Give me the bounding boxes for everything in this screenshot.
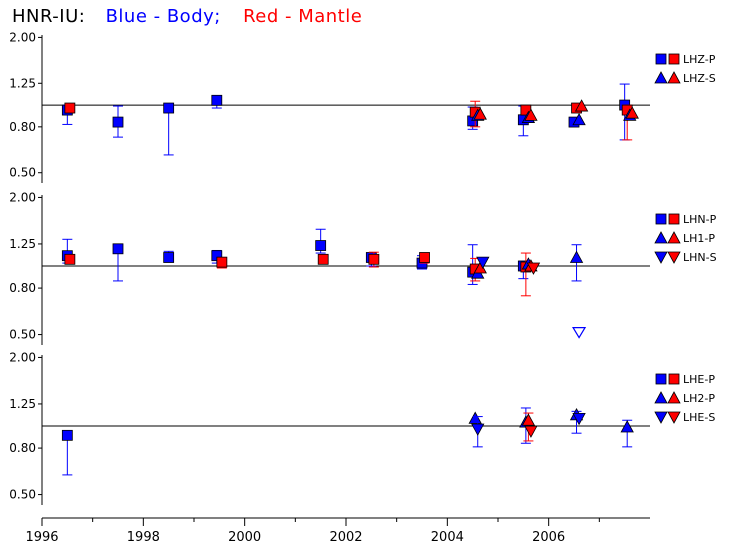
- legend-red-marker: [668, 53, 680, 65]
- data-point-triangle-up: [473, 107, 487, 120]
- data-point-square: [216, 256, 228, 268]
- legend-red-marker: [667, 391, 681, 404]
- x-tick-label: 1998: [127, 530, 160, 545]
- y-tick-label: 0.80: [9, 441, 36, 455]
- x-tick-label: 2000: [228, 530, 261, 545]
- legend-blue-marker: [655, 53, 667, 65]
- legend-label: LHE-S: [683, 411, 715, 424]
- legend-item: LH1-P: [654, 231, 715, 245]
- legend-blue-marker: [654, 251, 668, 264]
- y-tick-label: 0.50: [9, 488, 36, 502]
- data-point-triangle-down: [471, 423, 485, 436]
- legend-label: LH2-P: [683, 392, 715, 405]
- data-point-triangle-up: [569, 250, 584, 263]
- x-tick-label: 2006: [532, 530, 565, 545]
- legend-red-marker: [667, 251, 681, 264]
- blue-legend-text: Blue - Body;: [105, 6, 221, 27]
- data-point-triangle-down: [476, 256, 490, 269]
- legend-item: LHZ-P: [655, 53, 716, 66]
- data-point-square: [163, 102, 175, 114]
- data-point-square: [163, 252, 175, 263]
- panel-top: 0.50 0.80 1.25 2.00 LHZ-P LHZ-S: [9, 30, 716, 183]
- data-point-triangle-up: [574, 99, 589, 112]
- panel-bottom: 0.50 0.80 1.25 2.00 LHE-P LH2-P LHE-S: [9, 350, 715, 505]
- data-point-triangle-up: [524, 108, 538, 121]
- legend-label: LHE-P: [683, 373, 715, 386]
- y-tick-label: 2.00: [9, 30, 36, 44]
- legend-blue-marker: [654, 391, 668, 404]
- y-tick-label: 1.25: [9, 237, 36, 251]
- legend-item: LHE-P: [655, 373, 715, 386]
- legend-item: LHN-P: [655, 213, 717, 226]
- legend-label: LHZ-S: [683, 72, 716, 85]
- legend-red-marker: [667, 71, 681, 84]
- data-point-square: [211, 94, 223, 106]
- legend-label: LH1-P: [683, 232, 715, 245]
- data-point-square: [64, 102, 76, 114]
- station-label: HNR-IU:: [12, 6, 86, 27]
- data-point-triangle-down: [572, 412, 586, 426]
- legend-item: LH2-P: [654, 391, 715, 405]
- legend-red-marker: [668, 373, 680, 385]
- data-point-square: [419, 252, 430, 263]
- data-point-triangle-down: [524, 425, 538, 438]
- data-point-square: [315, 240, 327, 251]
- data-point-triangle-up: [620, 420, 634, 433]
- data-point-triangle-up: [625, 106, 639, 119]
- y-tick-label: 1.25: [9, 397, 36, 411]
- y-tick-label: 0.50: [9, 328, 36, 342]
- data-point-square: [112, 243, 124, 255]
- data-point-square: [112, 116, 124, 128]
- data-point-square: [317, 253, 329, 265]
- data-point-triangle-up: [521, 413, 536, 426]
- red-legend-text: Red - Mantle: [243, 6, 363, 27]
- legend-red-marker: [668, 213, 680, 225]
- x-tick-label: 2002: [329, 530, 362, 545]
- y-tick-label: 2.00: [9, 350, 36, 364]
- legend-blue-marker: [654, 71, 668, 84]
- legend-label: LHN-P: [683, 213, 717, 226]
- legend-red-marker: [667, 411, 681, 424]
- legend-item: LHN-S: [654, 251, 717, 264]
- legend-label: LHZ-P: [683, 53, 716, 66]
- y-tick-label: 0.50: [9, 166, 36, 180]
- legend-label: LHN-S: [683, 251, 717, 264]
- data-point-square: [368, 253, 380, 265]
- legend-blue-marker: [655, 373, 667, 385]
- legend-blue-marker: [654, 231, 668, 244]
- data-point-square: [61, 429, 73, 441]
- panel-middle: 0.50 0.80 1.25 2.00 LHN-P LH1-P LHN-S: [9, 190, 717, 345]
- data-point-square: [64, 253, 76, 265]
- legend-blue-marker: [654, 411, 668, 424]
- y-tick-label: 0.80: [9, 120, 36, 134]
- legend-item: LHZ-S: [654, 71, 716, 85]
- data-point-triangle-down-open: [572, 327, 587, 339]
- x-axis: 1996 1998 2000 2002 2004 2006: [25, 517, 650, 545]
- data-point-triangle-up: [572, 112, 586, 126]
- legend-item: LHE-S: [654, 411, 715, 424]
- chart-title: HNR-IU: Blue - Body; Red - Mantle: [12, 6, 362, 27]
- x-tick-label: 1996: [25, 530, 58, 545]
- legend-red-marker: [667, 231, 681, 244]
- data-point-triangle-up: [468, 411, 482, 424]
- y-tick-label: 1.25: [9, 76, 36, 90]
- y-tick-label: 0.80: [9, 281, 36, 295]
- y-tick-label: 2.00: [9, 190, 36, 204]
- legend-blue-marker: [655, 213, 667, 225]
- x-tick-label: 2004: [431, 530, 464, 545]
- data-point-triangle-down: [526, 262, 541, 275]
